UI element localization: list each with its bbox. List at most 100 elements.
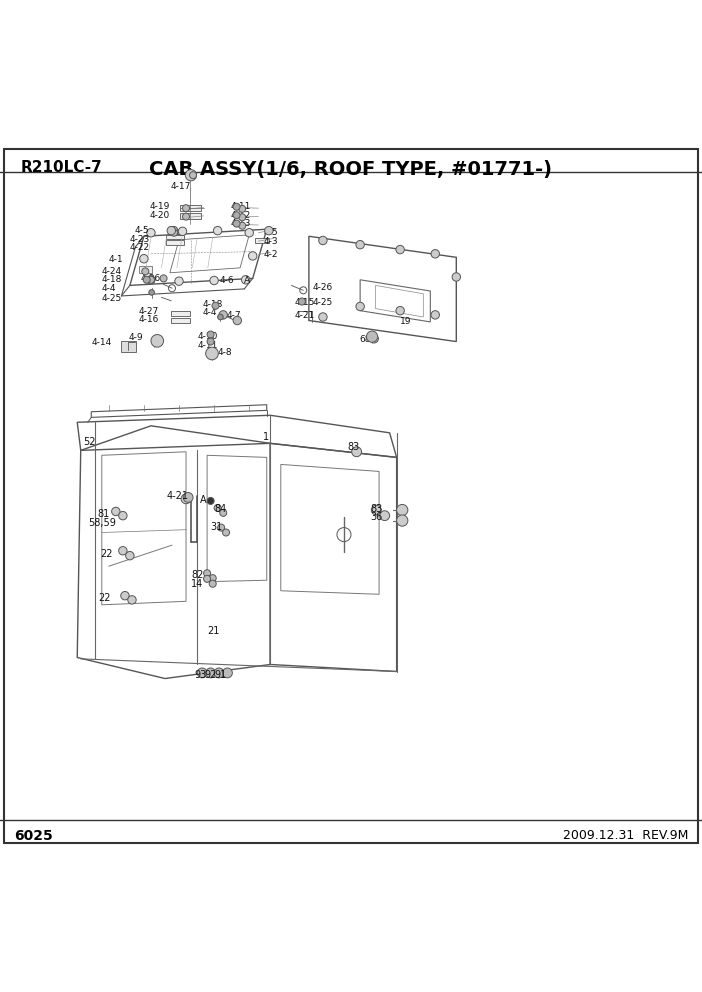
Circle shape xyxy=(171,226,178,233)
Circle shape xyxy=(126,552,134,559)
Bar xyxy=(180,205,201,211)
Circle shape xyxy=(183,213,190,220)
Circle shape xyxy=(207,497,214,504)
Circle shape xyxy=(204,569,211,576)
Circle shape xyxy=(119,512,127,520)
Bar xyxy=(139,266,152,273)
Text: 21: 21 xyxy=(207,627,220,637)
Bar xyxy=(121,341,136,352)
Circle shape xyxy=(431,310,439,319)
Text: 4-11: 4-11 xyxy=(230,202,251,211)
Circle shape xyxy=(181,494,191,504)
Text: 22: 22 xyxy=(98,593,111,603)
Text: 4-26: 4-26 xyxy=(312,283,333,292)
Circle shape xyxy=(197,668,207,678)
Circle shape xyxy=(128,595,136,604)
Circle shape xyxy=(233,211,240,218)
Circle shape xyxy=(223,668,232,678)
Circle shape xyxy=(183,204,190,211)
Text: 31: 31 xyxy=(211,522,223,532)
Text: 4-22: 4-22 xyxy=(130,243,150,252)
Circle shape xyxy=(319,236,327,245)
Circle shape xyxy=(298,298,305,306)
Text: 4-14: 4-14 xyxy=(91,338,112,347)
Circle shape xyxy=(190,172,197,179)
Bar xyxy=(166,240,184,245)
Text: 4-27: 4-27 xyxy=(138,307,159,315)
Text: R210LC-7: R210LC-7 xyxy=(21,161,102,176)
Circle shape xyxy=(160,275,167,282)
Circle shape xyxy=(147,277,154,284)
Text: 36: 36 xyxy=(371,512,383,522)
Text: 4-25: 4-25 xyxy=(312,298,333,307)
Text: 4-11: 4-11 xyxy=(197,340,218,349)
Circle shape xyxy=(206,347,218,360)
Circle shape xyxy=(206,668,216,678)
Text: 4-6: 4-6 xyxy=(220,276,234,285)
Text: 83: 83 xyxy=(371,504,383,514)
Circle shape xyxy=(212,303,219,310)
Text: 68: 68 xyxy=(359,335,371,344)
Text: 22: 22 xyxy=(100,549,113,558)
Circle shape xyxy=(371,505,381,515)
Text: 4-5: 4-5 xyxy=(135,226,150,235)
Text: 4-13: 4-13 xyxy=(230,219,251,228)
Text: 1: 1 xyxy=(263,433,270,442)
Circle shape xyxy=(233,316,241,324)
Circle shape xyxy=(233,220,240,227)
Text: 6025: 6025 xyxy=(14,829,53,843)
Bar xyxy=(166,235,184,239)
Text: 4-10: 4-10 xyxy=(197,332,218,341)
Text: 4-19: 4-19 xyxy=(150,202,170,211)
Circle shape xyxy=(452,273,461,281)
Circle shape xyxy=(147,276,155,284)
Text: 4-17: 4-17 xyxy=(171,182,191,190)
Text: 4-7: 4-7 xyxy=(227,311,241,320)
Bar xyxy=(180,213,201,218)
Text: 84: 84 xyxy=(214,504,226,514)
Circle shape xyxy=(356,240,364,249)
Text: 14: 14 xyxy=(191,578,203,588)
Text: 4-15: 4-15 xyxy=(295,298,315,307)
Text: 2009.12.31  REV.9M: 2009.12.31 REV.9M xyxy=(562,829,688,842)
Circle shape xyxy=(213,226,222,235)
Circle shape xyxy=(175,277,183,286)
Circle shape xyxy=(239,222,246,229)
Text: 4-23: 4-23 xyxy=(130,234,150,244)
Text: 81: 81 xyxy=(97,509,109,519)
Circle shape xyxy=(151,334,164,347)
Bar xyxy=(171,310,190,315)
Bar xyxy=(171,317,190,322)
Circle shape xyxy=(245,228,253,237)
Circle shape xyxy=(366,331,378,342)
Text: 4-3: 4-3 xyxy=(263,237,278,246)
Circle shape xyxy=(396,245,404,254)
Text: 4-5: 4-5 xyxy=(263,228,278,237)
Circle shape xyxy=(121,591,129,600)
Circle shape xyxy=(210,277,218,285)
Circle shape xyxy=(209,574,216,581)
Circle shape xyxy=(140,255,148,263)
Circle shape xyxy=(204,575,211,582)
Circle shape xyxy=(119,547,127,555)
Circle shape xyxy=(218,524,225,531)
Circle shape xyxy=(178,227,187,235)
Text: 83: 83 xyxy=(347,441,359,452)
Circle shape xyxy=(214,504,221,512)
Circle shape xyxy=(249,252,257,260)
Text: A: A xyxy=(200,495,206,505)
Text: 4-1: 4-1 xyxy=(109,255,124,264)
Circle shape xyxy=(396,307,404,314)
Circle shape xyxy=(233,203,240,210)
Bar xyxy=(255,238,269,243)
Circle shape xyxy=(220,509,227,517)
Text: 19: 19 xyxy=(400,317,411,326)
Text: 92: 92 xyxy=(204,670,217,680)
Circle shape xyxy=(207,338,214,345)
Text: 4-2: 4-2 xyxy=(263,250,278,259)
Text: 93: 93 xyxy=(194,670,206,680)
Text: 4-9: 4-9 xyxy=(128,333,143,342)
Text: 4-21: 4-21 xyxy=(166,491,188,501)
Text: 52: 52 xyxy=(83,436,95,447)
Circle shape xyxy=(241,276,250,284)
